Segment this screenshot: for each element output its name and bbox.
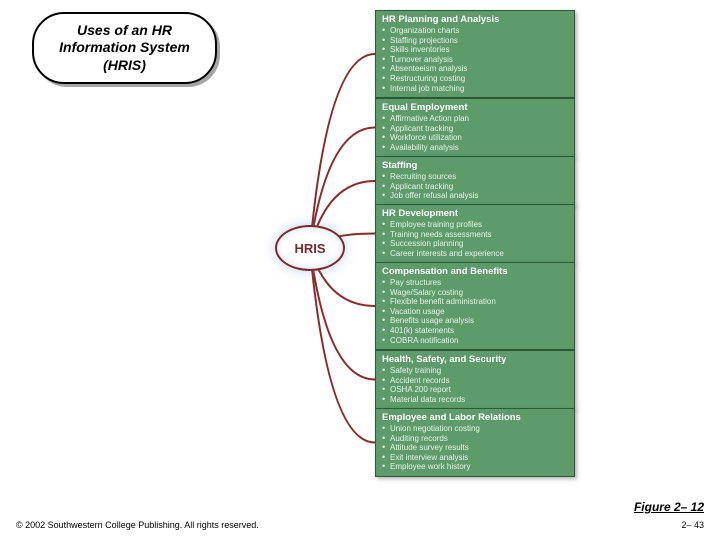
panel-0: HR Planning and AnalysisOrganization cha…: [375, 10, 575, 98]
panel-items: Affirmative Action planApplicant trackin…: [382, 114, 568, 152]
panel-item: Employee work history: [382, 462, 568, 472]
title-text: Uses of an HR Information System (HRIS): [44, 22, 205, 75]
panel-item: Staffing projections: [382, 36, 568, 46]
panel-item: Benefits usage analysis: [382, 316, 568, 326]
panel-items: Recruiting sourcesApplicant trackingJob …: [382, 172, 568, 201]
panel-item: Employee training profiles: [382, 220, 568, 230]
panel-item: Turnover analysis: [382, 55, 568, 65]
panel-item: Succession planning: [382, 239, 568, 249]
panel-item: COBRA notification: [382, 336, 568, 346]
panel-5: Health, Safety, and SecuritySafety train…: [375, 350, 575, 409]
panel-title: Staffing: [382, 160, 568, 171]
panel-item: Job offer refusal analysis: [382, 191, 568, 201]
panel-title: Employee and Labor Relations: [382, 412, 568, 423]
panel-title: Compensation and Benefits: [382, 266, 568, 277]
panel-items: Safety trainingAccident recordsOSHA 200 …: [382, 366, 568, 404]
panel-item: Applicant tracking: [382, 124, 568, 134]
panel-item: Availability analysis: [382, 143, 568, 153]
panel-item: Internal job matching: [382, 84, 568, 94]
panel-item: Auditing records: [382, 434, 568, 444]
panel-item: Union negotiation costing: [382, 424, 568, 434]
panel-4: Compensation and BenefitsPay structuresW…: [375, 262, 575, 350]
panel-item: Attitude survey results: [382, 443, 568, 453]
panel-items: Union negotiation costingAuditing record…: [382, 424, 568, 472]
hris-hub: HRIS: [275, 225, 345, 271]
panel-items: Pay structuresWage/Salary costingFlexibl…: [382, 278, 568, 345]
panel-items: Employee training profilesTraining needs…: [382, 220, 568, 258]
panel-item: OSHA 200 report: [382, 385, 568, 395]
panel-item: Affirmative Action plan: [382, 114, 568, 124]
panel-item: Training needs assessments: [382, 230, 568, 240]
panel-1: Equal EmploymentAffirmative Action planA…: [375, 98, 575, 157]
panel-item: Applicant tracking: [382, 182, 568, 192]
panel-title: HR Development: [382, 208, 568, 219]
panel-title: Health, Safety, and Security: [382, 354, 568, 365]
panel-title: HR Planning and Analysis: [382, 14, 568, 25]
panel-item: Career interests and experience: [382, 249, 568, 259]
panel-item: Organization charts: [382, 26, 568, 36]
panel-item: Skills inventories: [382, 45, 568, 55]
panel-item: Recruiting sources: [382, 172, 568, 182]
panel-item: Vacation usage: [382, 307, 568, 317]
panel-3: HR DevelopmentEmployee training profiles…: [375, 204, 575, 263]
panel-item: 401(k) statements: [382, 326, 568, 336]
panel-item: Restructuring costing: [382, 74, 568, 84]
panel-2: StaffingRecruiting sourcesApplicant trac…: [375, 156, 575, 206]
hub-label: HRIS: [294, 241, 325, 256]
copyright-text: © 2002 Southwestern College Publishing. …: [16, 520, 259, 530]
panel-title: Equal Employment: [382, 102, 568, 113]
panel-item: Material data records: [382, 395, 568, 405]
panel-item: Flexible benefit administration: [382, 297, 568, 307]
panel-6: Employee and Labor RelationsUnion negoti…: [375, 408, 575, 477]
connector-line: [310, 54, 375, 248]
panel-item: Safety training: [382, 366, 568, 376]
panel-item: Exit interview analysis: [382, 453, 568, 463]
figure-label: Figure 2– 12: [634, 500, 704, 514]
connector-line: [310, 248, 375, 443]
page-number: 2– 43: [681, 520, 704, 530]
panel-items: Organization chartsStaffing projectionsS…: [382, 26, 568, 93]
title-box: Uses of an HR Information System (HRIS): [32, 12, 217, 84]
panel-item: Absenteeism analysis: [382, 64, 568, 74]
panel-item: Accident records: [382, 376, 568, 386]
panel-item: Workforce utilization: [382, 133, 568, 143]
panel-item: Wage/Salary costing: [382, 288, 568, 298]
panel-item: Pay structures: [382, 278, 568, 288]
